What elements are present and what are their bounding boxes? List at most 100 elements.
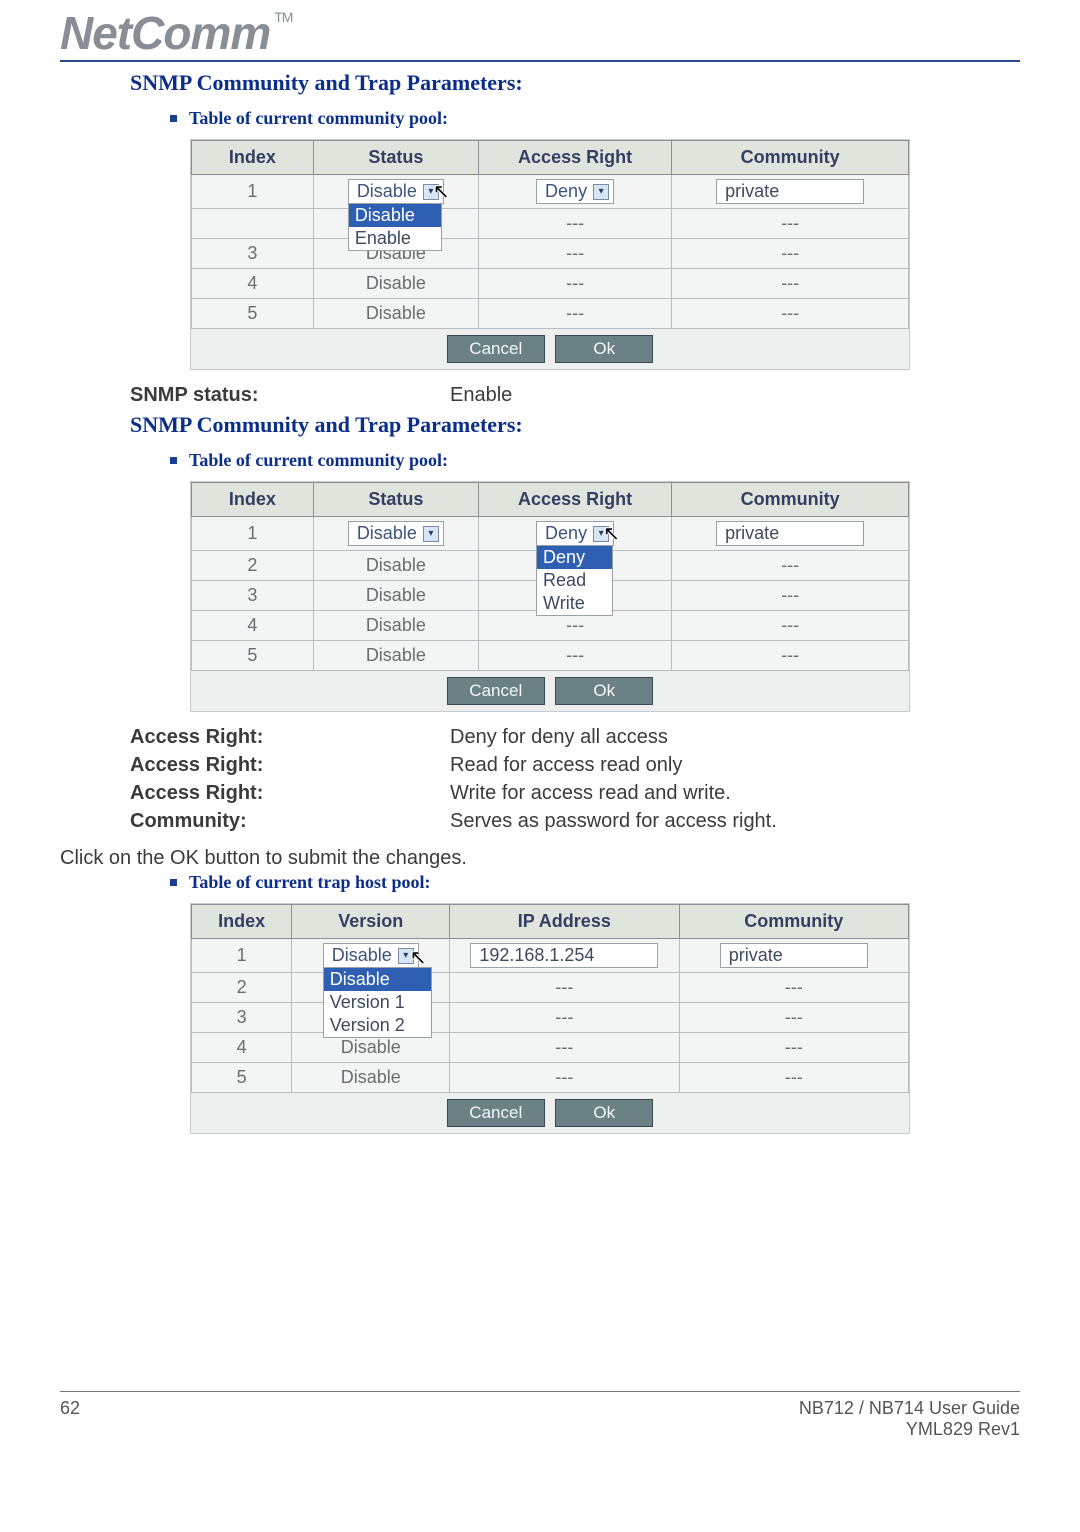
cell-status: Disable [313, 299, 478, 329]
version-dropdown[interactable]: Disable ▾ ↖ Disable Version 1 Version 2 [323, 943, 419, 968]
desc-value: Read for access read only [450, 754, 682, 777]
status-dropdown[interactable]: Disable ▾ [348, 521, 444, 546]
status-option-disable[interactable]: Disable [349, 204, 441, 227]
ok-button[interactable]: Ok [555, 677, 653, 705]
logo-tm: TM [274, 9, 292, 25]
cell-community: private [672, 175, 909, 209]
access-option-deny[interactable]: Deny [537, 546, 612, 569]
cell-community: --- [672, 611, 909, 641]
chevron-down-icon: ▾ [423, 526, 439, 542]
status-option-enable[interactable]: Enable [349, 227, 441, 250]
col-version: Version [292, 905, 450, 939]
community-table-1: Index Status Access Right Community 1 Di… [190, 139, 910, 370]
ip-input[interactable]: 192.168.1.254 [470, 943, 658, 968]
brand-logo: NetCommTM [60, 7, 292, 59]
col-access: Access Right [478, 141, 672, 175]
desc-row: Access Right:Deny for deny all access [130, 726, 1020, 749]
version-dropdown-value: Disable [332, 945, 392, 966]
bullet-icon [170, 879, 177, 886]
cell-community: --- [679, 1063, 908, 1093]
cancel-button[interactable]: Cancel [447, 677, 545, 705]
access-option-read[interactable]: Read [537, 569, 612, 592]
page-footer: 62 NB712 / NB714 User Guide YML829 Rev1 [60, 1391, 1020, 1440]
col-status: Status [313, 483, 478, 517]
cell-access: --- [478, 299, 672, 329]
cell-community: --- [672, 209, 909, 239]
cell-community: private [679, 939, 908, 973]
cell-index: 1 [192, 939, 292, 973]
access-dropdown-list[interactable]: Deny Read Write [536, 545, 613, 616]
cell-index: 4 [192, 1033, 292, 1063]
chevron-down-icon: ▾ [593, 184, 609, 200]
access-dropdown[interactable]: Deny ▾ [536, 179, 614, 204]
footer-rev: YML829 Rev1 [799, 1419, 1020, 1440]
community-input[interactable]: private [716, 179, 864, 204]
cell-status: Disable [313, 581, 478, 611]
submit-instruction: Click on the OK button to submit the cha… [60, 847, 1020, 870]
table-row: 1 Disable ▾ Deny ▾ ↖ Deny Read [192, 517, 909, 551]
section-title-snmp-1: SNMP Community and Trap Parameters: [130, 70, 1020, 96]
cell-access: Deny ▾ ↖ Deny Read Write [478, 517, 672, 551]
col-community: Community [672, 141, 909, 175]
access-dropdown-value: Deny [545, 181, 587, 202]
community-input[interactable]: private [720, 943, 868, 968]
logo-text: NetComm [60, 7, 270, 59]
version-dropdown-list[interactable]: Disable Version 1 Version 2 [323, 967, 432, 1038]
status-dropdown-value: Disable [357, 523, 417, 544]
table-row: 4Disable------ [192, 1033, 909, 1063]
access-dropdown[interactable]: Deny ▾ ↖ Deny Read Write [536, 521, 614, 546]
col-status: Status [313, 141, 478, 175]
caption-row-community-1: Table of current community pool: [170, 108, 1020, 129]
table-row: 1 Disable ▾ ↖ Disable Enable Deny [192, 175, 909, 209]
table-row: ------ [192, 209, 909, 239]
desc-row: Access Right:Write for access read and w… [130, 782, 1020, 805]
version-option-v1[interactable]: Version 1 [324, 991, 431, 1014]
footer-right: NB712 / NB714 User Guide YML829 Rev1 [799, 1398, 1020, 1440]
cell-status: Disable ▾ [313, 517, 478, 551]
footer-guide: NB712 / NB714 User Guide [799, 1398, 1020, 1419]
cell-ip: --- [450, 1063, 679, 1093]
snmp-status-row: SNMP status: Enable [130, 384, 1020, 407]
version-option-disable[interactable]: Disable [324, 968, 431, 991]
bullet-icon [170, 457, 177, 464]
access-option-write[interactable]: Write [537, 592, 612, 615]
cell-status: Disable [313, 551, 478, 581]
cancel-button[interactable]: Cancel [447, 1099, 545, 1127]
community-input[interactable]: private [716, 521, 864, 546]
cell-ip: --- [450, 1033, 679, 1063]
col-ip: IP Address [450, 905, 679, 939]
table-header-row: Index Status Access Right Community [192, 141, 909, 175]
snmp-status-value: Enable [450, 384, 512, 407]
description-block: Access Right:Deny for deny all access Ac… [130, 726, 1020, 833]
community-table-2: Index Status Access Right Community 1 Di… [190, 481, 910, 712]
cell-index: 5 [192, 1063, 292, 1093]
status-dropdown[interactable]: Disable ▾ ↖ Disable Enable [348, 179, 444, 204]
cell-ip: --- [450, 1003, 679, 1033]
cell-index: 5 [192, 299, 314, 329]
cell-status: Disable ▾ ↖ Disable Enable [313, 175, 478, 209]
page-number: 62 [60, 1398, 80, 1440]
caption-community-2: Table of current community pool: [189, 450, 448, 471]
cell-community: --- [679, 1003, 908, 1033]
col-index: Index [192, 905, 292, 939]
cell-ip: 192.168.1.254 [450, 939, 679, 973]
table-row: 2------ [192, 973, 909, 1003]
snmp-status-label: SNMP status: [130, 384, 450, 407]
cell-index: 5 [192, 641, 314, 671]
status-dropdown-list[interactable]: Disable Enable [348, 203, 442, 251]
cursor-icon: ↖ [603, 524, 619, 544]
cancel-button[interactable]: Cancel [447, 335, 545, 363]
cell-status: Disable [313, 269, 478, 299]
table-row: 4Disable------ [192, 269, 909, 299]
version-option-v2[interactable]: Version 2 [324, 1014, 431, 1037]
table-row: 5Disable------ [192, 299, 909, 329]
cell-ip: --- [450, 973, 679, 1003]
desc-label: Access Right: [130, 726, 450, 749]
caption-row-community-2: Table of current community pool: [170, 450, 1020, 471]
ok-button[interactable]: Ok [555, 1099, 653, 1127]
caption-community-1: Table of current community pool: [189, 108, 448, 129]
table-header-row: Index Status Access Right Community [192, 483, 909, 517]
ok-button[interactable]: Ok [555, 335, 653, 363]
cell-index: 2 [192, 973, 292, 1003]
cell-access: --- [478, 269, 672, 299]
